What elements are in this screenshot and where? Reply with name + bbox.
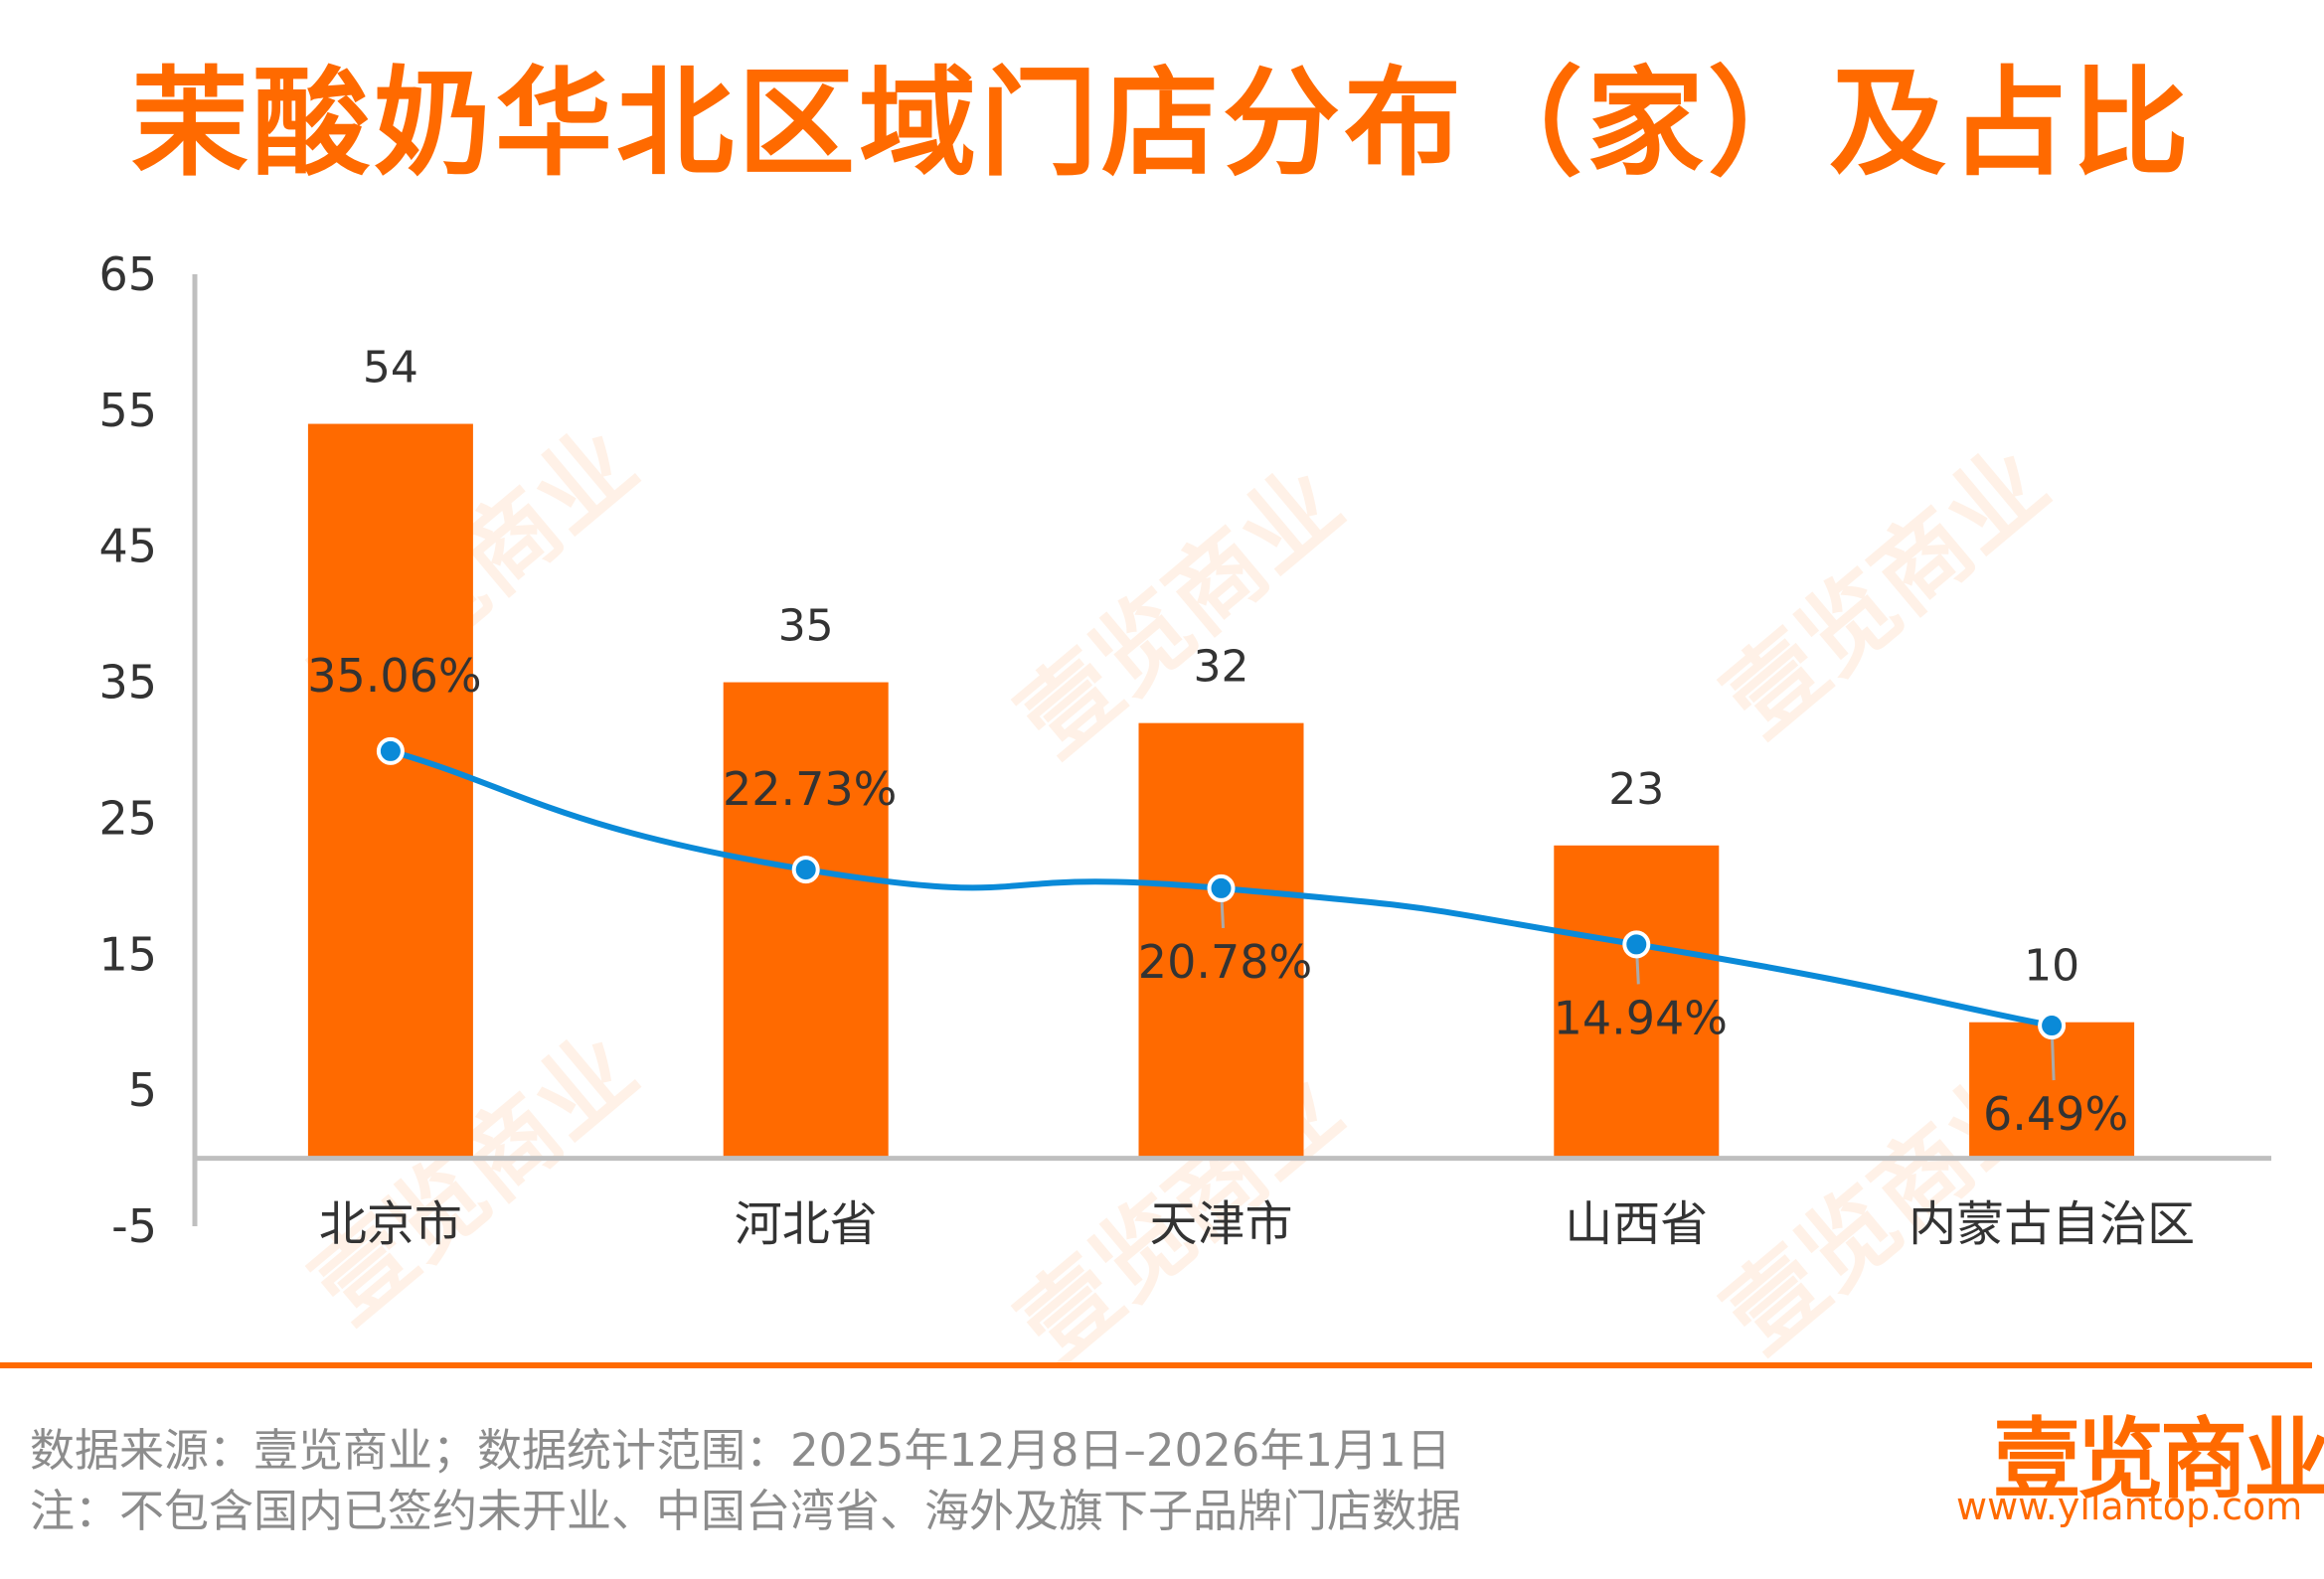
percentage-label: 35.06%: [307, 649, 481, 703]
y-tick-label: 35: [98, 656, 157, 710]
y-tick-label: 25: [98, 791, 157, 845]
line-point: [1207, 873, 1236, 902]
line-point: [791, 856, 820, 884]
line-point: [376, 736, 405, 765]
x-tick-label: 内蒙古自治区: [1909, 1196, 2195, 1252]
x-tick-label: 山西省: [1565, 1196, 1708, 1252]
y-tick-label: 55: [98, 384, 157, 437]
y-tick-label: 5: [128, 1063, 157, 1117]
chart-title: 茉酸奶华北区域门店分布（家）及占比: [130, 55, 2193, 192]
line-point: [1622, 930, 1651, 959]
line-point: [2038, 1012, 2067, 1040]
percentage-label: 6.49%: [1983, 1087, 2128, 1141]
bar: [307, 423, 473, 1159]
brand-logo: 壹览商业: [1993, 1408, 2324, 1510]
brand-url[interactable]: www.yilantop.com: [1956, 1485, 2303, 1528]
x-tick-label: 河北省: [735, 1196, 878, 1252]
bar-value-label: 54: [363, 343, 418, 394]
percentage-label: 20.78%: [1138, 935, 1312, 989]
footer-divider: [0, 1362, 2312, 1368]
y-tick-label: 45: [98, 520, 157, 573]
bar-value-label: 10: [2024, 941, 2079, 992]
chart-plot: 65 55 45 35 25 15 5 -5 54 35 32 23 10 北京市 河北省 天津市 山西省 内蒙古…: [98, 247, 2271, 1253]
bar: [1138, 722, 1304, 1159]
bar-value-label: 35: [778, 601, 834, 652]
note-text: 注：不包含国内已签约未开业、中国台湾省、海外及旗下子品牌门店数据: [30, 1485, 1462, 1537]
y-tick-label: 65: [98, 247, 157, 301]
bar-value-label: 32: [1194, 642, 1249, 693]
x-tick-label: 天津市: [1149, 1196, 1292, 1252]
bar-value-label: 23: [1608, 764, 1664, 815]
bar: [723, 682, 889, 1159]
x-tick-label: 北京市: [319, 1196, 462, 1252]
y-tick-label: 15: [98, 927, 157, 981]
source-text: 数据来源：壹览商业；数据统计范围：2025年12月8日–2026年1月1日: [30, 1424, 1451, 1477]
percentage-label: 22.73%: [723, 762, 897, 816]
bar: [1554, 845, 1720, 1159]
percentage-label: 14.94%: [1554, 991, 1728, 1044]
y-tick-label: -5: [111, 1199, 157, 1253]
